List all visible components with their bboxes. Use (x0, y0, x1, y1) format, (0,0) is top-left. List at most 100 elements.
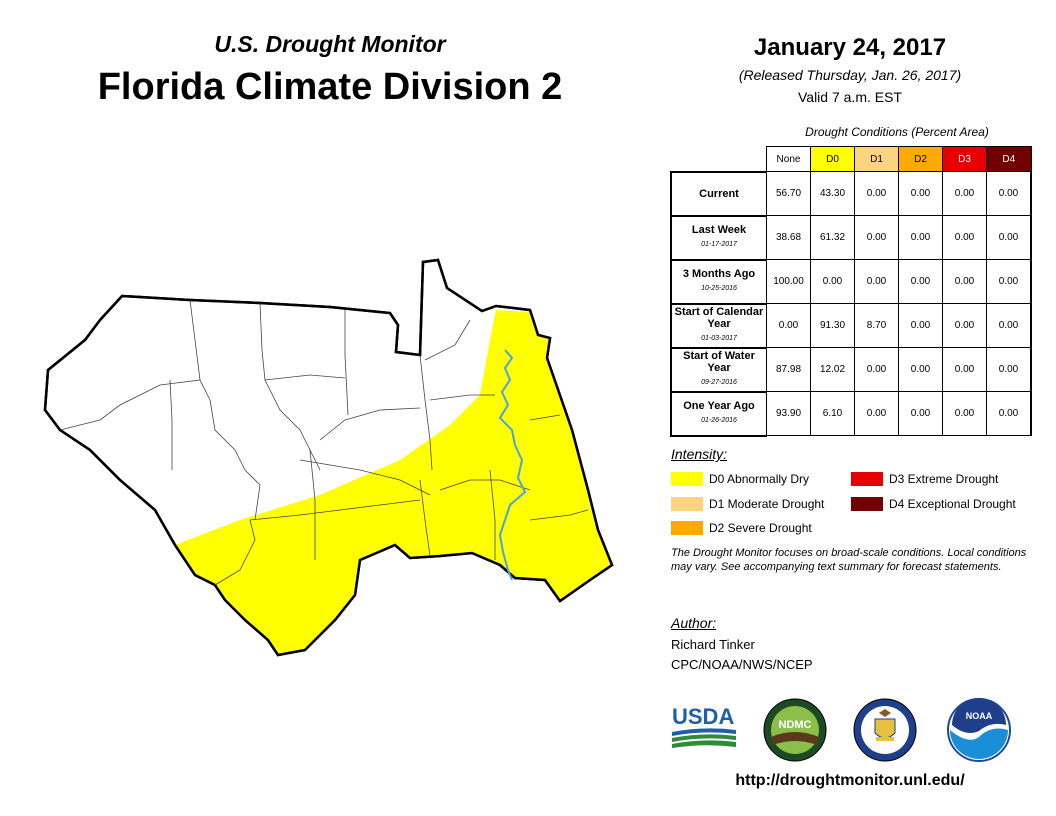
table-row: Start of Calendar Year 01-03-2017 0.00 91… (670, 302, 1032, 349)
legend-item-d2: D2 Severe Drought (671, 521, 812, 535)
legend-swatch (671, 521, 703, 535)
cell-d3: 0.00 (942, 303, 987, 348)
author-heading: Author: (671, 615, 717, 631)
cell-d3: 0.00 (942, 171, 987, 216)
usda-logo-text: USDA (672, 704, 734, 729)
header-d3: D3 (942, 146, 987, 172)
cell-d3: 0.00 (942, 347, 987, 392)
row-date: 01-26-2016 (701, 417, 737, 424)
cell-d0: 43.30 (810, 171, 855, 216)
legend-item-d1: D1 Moderate Drought (671, 497, 824, 511)
row-date: 01-03-2017 (701, 335, 737, 342)
legend-label: D3 Extreme Drought (889, 472, 999, 486)
cell-none: 0.00 (766, 303, 811, 348)
row-label: 3 Months Ago 10-25-2016 (670, 258, 767, 305)
cell-d2: 0.00 (898, 391, 943, 436)
table-caption: Drought Conditions (Percent Area) (805, 125, 989, 139)
cell-d0: 61.32 (810, 215, 855, 260)
commerce-seal-logo (853, 698, 917, 762)
legend-label: D0 Abnormally Dry (709, 472, 810, 486)
cell-d2: 0.00 (898, 171, 943, 216)
county-boundaries (59, 299, 589, 586)
row-date: 10-25-2016 (701, 285, 737, 292)
cell-d4: 0.00 (986, 171, 1032, 216)
cell-d4: 0.00 (986, 259, 1032, 304)
legend-label: D4 Exceptional Drought (889, 497, 1016, 511)
cell-d2: 0.00 (898, 215, 943, 260)
ndmc-logo-text: NDMC (779, 719, 812, 731)
cell-d0: 91.30 (810, 303, 855, 348)
legend-label: D2 Severe Drought (709, 521, 812, 535)
cell-d3: 0.00 (942, 391, 987, 436)
disclaimer-note: The Drought Monitor focuses on broad-sca… (671, 547, 1027, 573)
cell-none: 38.68 (766, 215, 811, 260)
row-label: Current (670, 170, 767, 217)
cell-d1: 0.00 (854, 347, 899, 392)
legend-swatch (671, 497, 703, 511)
cell-d3: 0.00 (942, 215, 987, 260)
cell-d4: 0.00 (986, 391, 1032, 436)
cell-d2: 0.00 (898, 303, 943, 348)
row-date: 09-27-2016 (701, 379, 737, 386)
cell-d1: 0.00 (854, 391, 899, 436)
table-row: One Year Ago 01-26-2016 93.90 6.10 0.00 0… (670, 390, 1032, 437)
valid-time: Valid 7 a.m. EST (797, 89, 902, 105)
legend-heading: Intensity: (671, 446, 728, 462)
drought-map (43, 258, 614, 657)
row-date: 01-17-2017 (701, 241, 737, 248)
cell-d1: 0.00 (854, 171, 899, 216)
legend-item-d3: D3 Extreme Drought (851, 472, 998, 486)
header-d1: D1 (854, 146, 899, 172)
valid-date: January 24, 2017 (753, 34, 947, 61)
drought-statistics-table: None D0 D1 D2 D3 D4 Current 56.70 43.30 … (670, 146, 1032, 437)
cell-d3: 0.00 (942, 259, 987, 304)
cell-none: 56.70 (766, 171, 811, 216)
author-name: Richard Tinker (671, 637, 755, 652)
cell-d1: 0.00 (854, 259, 899, 304)
table-header-row: None D0 D1 D2 D3 D4 (671, 146, 1032, 172)
cell-d4: 0.00 (986, 347, 1032, 392)
map-title: Florida Climate Division 2 (97, 66, 563, 108)
usda-logo: USDA (672, 704, 736, 748)
row-label: One Year Ago 01-26-2016 (670, 390, 767, 437)
table-row: Start of Water Year 09-27-2016 87.98 12.0… (670, 346, 1032, 393)
cell-none: 87.98 (766, 347, 811, 392)
drought-monitor-url[interactable]: http://droughtmonitor.unl.edu/ (735, 772, 965, 789)
legend-label: D1 Moderate Drought (709, 497, 825, 511)
cell-none: 93.90 (766, 391, 811, 436)
cell-d4: 0.00 (986, 303, 1032, 348)
cell-d0: 12.02 (810, 347, 855, 392)
row-label: Last Week 01-17-2017 (670, 214, 767, 261)
ndmc-logo: NDMC (763, 698, 827, 762)
map-subtitle: U.S. Drought Monitor (214, 31, 446, 57)
header-d4: D4 (986, 146, 1032, 172)
table-row: 3 Months Ago 10-25-2016 100.00 0.00 0.00 … (670, 258, 1032, 305)
cell-d4: 0.00 (986, 215, 1032, 260)
cell-d2: 0.00 (898, 347, 943, 392)
header-none: None (766, 146, 811, 172)
cell-d0: 6.10 (810, 391, 855, 436)
author-org: CPC/NOAA/NWS/NCEP (671, 657, 813, 672)
legend-item-d0: D0 Abnormally Dry (671, 472, 809, 486)
header-d2: D2 (898, 146, 943, 172)
table-row: Current 56.70 43.30 0.00 0.00 0.00 0.00 (670, 170, 1032, 217)
table-row: Last Week 01-17-2017 38.68 61.32 0.00 0.0… (670, 214, 1032, 261)
noaa-logo-text: NOAA (966, 711, 993, 721)
release-date: (Released Thursday, Jan. 26, 2017) (738, 67, 962, 83)
legend-item-d4: D4 Exceptional Drought (851, 497, 1016, 511)
cell-none: 100.00 (766, 259, 811, 304)
st-johns-river (498, 349, 527, 581)
header-d0: D0 (810, 146, 855, 172)
legend-swatch (671, 472, 703, 486)
region-border (43, 258, 614, 657)
row-label: Start of Water Year 09-27-2016 (670, 346, 767, 393)
cell-d2: 0.00 (898, 259, 943, 304)
noaa-logo: NOAA (947, 698, 1011, 762)
cell-d1: 8.70 (854, 303, 899, 348)
row-label: Start of Calendar Year 01-03-2017 (670, 302, 767, 349)
cell-d1: 0.00 (854, 215, 899, 260)
d0-abnormally-dry-area (175, 310, 612, 655)
cell-d0: 0.00 (810, 259, 855, 304)
legend-swatch (851, 472, 883, 486)
header-blank-cell (671, 147, 767, 172)
